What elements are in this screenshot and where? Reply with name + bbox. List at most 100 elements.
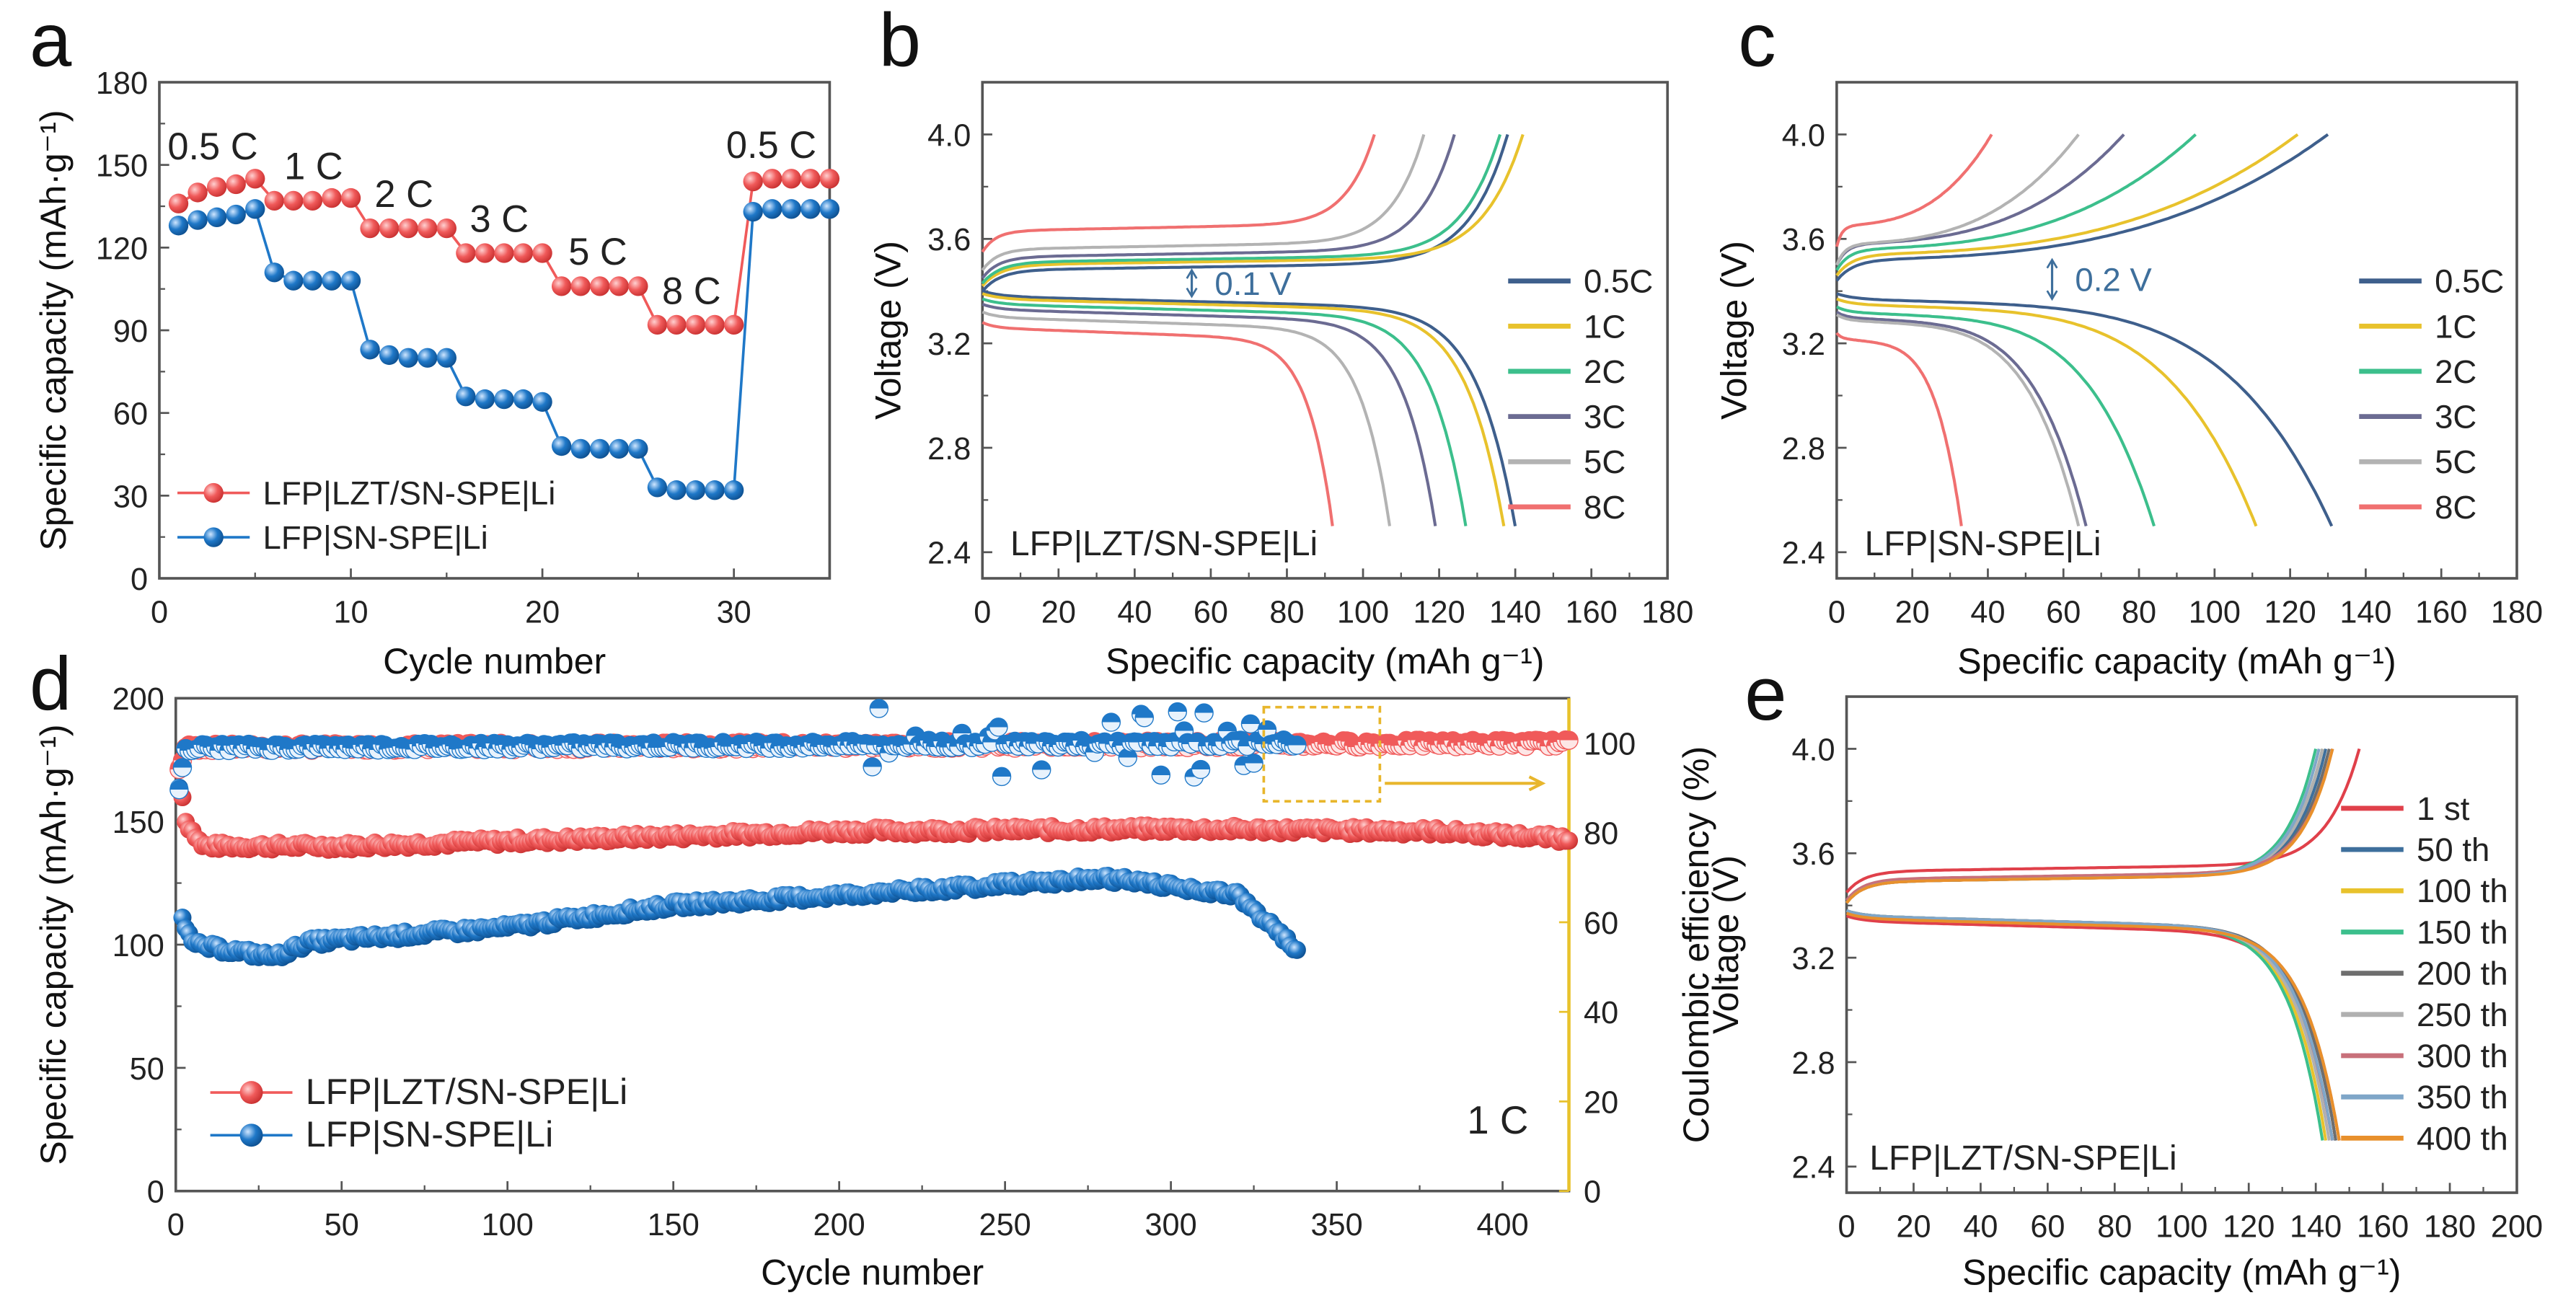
x-tick-label: 250	[979, 1208, 1031, 1242]
charge-curve-5C	[1835, 133, 2080, 266]
ce-point	[869, 699, 889, 718]
data-point	[609, 438, 629, 459]
data-point	[322, 187, 342, 208]
y-tick-label: 100	[113, 929, 164, 963]
data-point	[666, 314, 687, 335]
cell-label: LFP|SN-SPE|Li	[1865, 525, 2101, 563]
data-point	[590, 438, 610, 459]
panel-letter: c	[1738, 0, 1776, 82]
data-point	[418, 348, 438, 368]
y-axis-label: Voltage (V)	[868, 241, 908, 420]
y-tick-label: 150	[113, 805, 164, 840]
legend-label: 1C	[2435, 308, 2476, 345]
x-axis-label: Specific capacity (mAh g⁻¹)	[1962, 1253, 2401, 1293]
legend-label: 300 th	[2417, 1038, 2508, 1074]
x-tick-label: 140	[1489, 596, 1541, 630]
x-tick-label: 20	[1895, 596, 1930, 630]
x-tick-label: 80	[2097, 1210, 2132, 1245]
data-point	[398, 218, 418, 239]
rate-label: 0.5 C	[726, 125, 816, 167]
legend-label: 0.5C	[2435, 263, 2504, 300]
data-point	[609, 276, 629, 296]
y-tick-label: 3.2	[1782, 327, 1825, 362]
y-axis-label: Specific capacity (mAh·g⁻¹)	[33, 110, 74, 550]
y-right-axis-label: Coulombic efficiency (%)	[1676, 746, 1716, 1143]
data-point	[168, 216, 189, 236]
series-0-capacity	[169, 758, 1579, 859]
y-right-tick-label: 80	[1584, 817, 1618, 852]
ce-point	[1101, 712, 1121, 732]
legend-marker	[239, 1081, 263, 1104]
y-tick-label: 60	[113, 397, 148, 432]
legend-label: 50 th	[2417, 831, 2489, 868]
data-point	[551, 276, 572, 296]
data-point	[800, 169, 821, 189]
cell-label: LFP|LZT/SN-SPE|Li	[1010, 525, 1318, 563]
charge-curve-3C	[981, 133, 1456, 279]
y-tick-label: 3.6	[1782, 223, 1825, 257]
x-tick-label: 10	[333, 596, 368, 630]
data-point	[762, 169, 782, 189]
data-point	[570, 276, 591, 296]
x-tick-label: 160	[2415, 596, 2467, 630]
discharge-curve-5C	[1835, 313, 2081, 527]
x-tick-label: 40	[1963, 1210, 1998, 1245]
ce-point	[1240, 714, 1261, 734]
legend-label: LFP|LZT/SN-SPE|Li	[263, 475, 555, 512]
capacity-point	[1560, 831, 1579, 850]
rate-label: 0.5 C	[167, 126, 257, 168]
ce-point	[169, 780, 189, 800]
panel-letter: e	[1744, 652, 1786, 736]
data-point	[456, 387, 476, 407]
x-tick-label: 60	[2046, 596, 2081, 630]
data-point	[743, 202, 763, 222]
data-point	[743, 171, 763, 192]
ce-point	[1151, 765, 1171, 785]
y-tick-label: 0	[131, 562, 148, 597]
data-point	[705, 314, 725, 335]
voltage-gap-label: 0.1 V	[1214, 265, 1292, 302]
x-tick-label: 200	[2491, 1210, 2543, 1245]
charge-curve-8C	[981, 133, 1376, 253]
legend-label: 2C	[1584, 353, 1626, 390]
discharge-curve-1C	[982, 292, 1506, 526]
rate-label: 1 C	[1467, 1098, 1528, 1142]
discharge-curve-400th	[1845, 911, 2341, 1141]
y-axis-label: Specific capacity (mAh·g⁻¹)	[33, 724, 74, 1165]
x-tick-label: 140	[2290, 1210, 2342, 1245]
y-tick-label: 30	[113, 480, 148, 514]
rate-label: 3 C	[470, 198, 529, 240]
series-1-ce	[169, 699, 1307, 800]
data-point	[685, 480, 706, 500]
data-point	[340, 270, 361, 291]
x-tick-label: 120	[2264, 596, 2316, 630]
data-point	[322, 270, 342, 291]
x-axis-label: Specific capacity (mAh g⁻¹)	[1106, 641, 1544, 681]
legend-marker	[239, 1123, 263, 1147]
y-tick-label: 120	[96, 231, 148, 266]
series-1-capacity	[169, 778, 1306, 966]
legend-marker	[203, 482, 224, 503]
x-tick-label: 0	[974, 596, 991, 630]
x-tick-label: 180	[1641, 596, 1693, 630]
y-tick-label: 3.2	[1791, 942, 1835, 976]
x-tick-label: 200	[813, 1208, 865, 1242]
y-right-tick-label: 100	[1584, 727, 1636, 761]
ce-point	[1032, 760, 1051, 780]
data-point	[800, 199, 821, 219]
y-tick-label: 3.2	[927, 327, 971, 362]
data-point	[685, 314, 706, 335]
ce-point	[989, 717, 1008, 737]
data-point	[570, 438, 591, 459]
legend-label: 3C	[2435, 399, 2476, 436]
legend-label: LFP|LZT/SN-SPE|Li	[306, 1072, 628, 1112]
legend-label: 1 st	[2417, 790, 2470, 827]
y-tick-label: 2.4	[1782, 536, 1825, 571]
x-tick-label: 150	[648, 1208, 700, 1242]
data-point	[647, 314, 668, 335]
x-tick-label: 100	[2189, 596, 2241, 630]
data-point	[590, 276, 610, 296]
x-axis-label: Cycle number	[383, 641, 606, 681]
legend-label: LFP|SN-SPE|Li	[263, 519, 488, 556]
data-point	[666, 480, 687, 500]
